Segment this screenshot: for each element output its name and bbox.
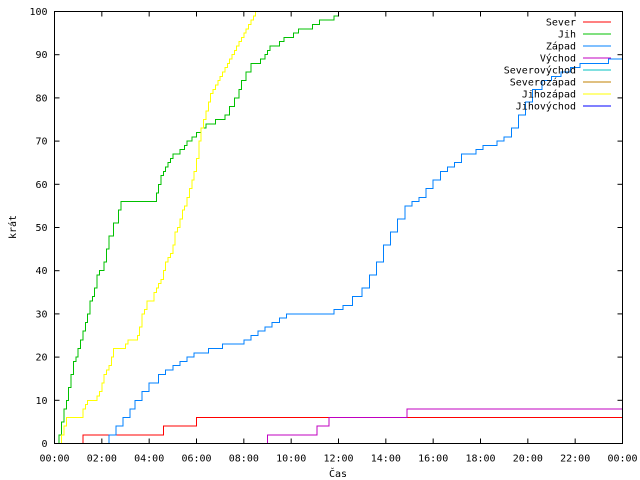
series-line-3 [262,408,623,444]
x-tick-label: 22:00 [560,454,590,465]
legend-label: Jihozápad [522,89,576,101]
legend-label: Západ [546,41,576,53]
x-tick-label: 02:00 [87,454,117,465]
x-tick-label: 00:00 [39,454,69,465]
legend-label: Sever [546,18,576,29]
y-tick-label: 10 [35,396,47,407]
x-tick-label: 04:00 [134,454,164,465]
y-tick-label: 50 [35,223,47,234]
y-tick-label: 30 [35,309,47,320]
x-tick-label: 10:00 [276,454,306,465]
legend-label: Severovýchod [504,65,576,77]
legend: SeverJihZápadVýchodSeverovýchodSeverozáp… [504,18,611,113]
x-tick-label: 16:00 [418,454,448,465]
x-tick-label: 12:00 [323,454,353,465]
x-tick-label: 18:00 [465,454,495,465]
y-tick-label: 90 [35,50,47,61]
legend-label: Jihovýchod [516,101,576,113]
y-tick-label: 20 [35,353,47,364]
legend-label: Východ [540,53,576,65]
x-tick-label: 14:00 [371,454,401,465]
series-line-2 [104,58,623,444]
series-line-0 [80,417,623,444]
x-tick-label: 00:00 [607,454,637,465]
y-tick-label: 80 [35,93,47,104]
y-tick-label: 100 [29,7,47,18]
x-axis-title: Čas [329,467,347,480]
x-tick-label: 08:00 [229,454,259,465]
legend-label: Jih [558,30,576,41]
series-line-1 [56,11,339,444]
series-line-6 [59,11,285,444]
legend-label: Severozápad [510,77,576,89]
axis-ticks: 0 10 20 30 40 50 60 70 80 90 100 00:00 02:00 04:00 06:… [29,7,637,465]
y-tick-label: 40 [35,266,47,277]
x-tick-label: 20:00 [513,454,543,465]
y-tick-label: 70 [35,137,47,148]
x-tick-label: 06:00 [181,454,211,465]
y-tick-label: 60 [35,180,47,191]
y-tick-label: 0 [41,439,47,450]
y-axis-title: krát [7,215,19,239]
series-layer [56,11,623,444]
